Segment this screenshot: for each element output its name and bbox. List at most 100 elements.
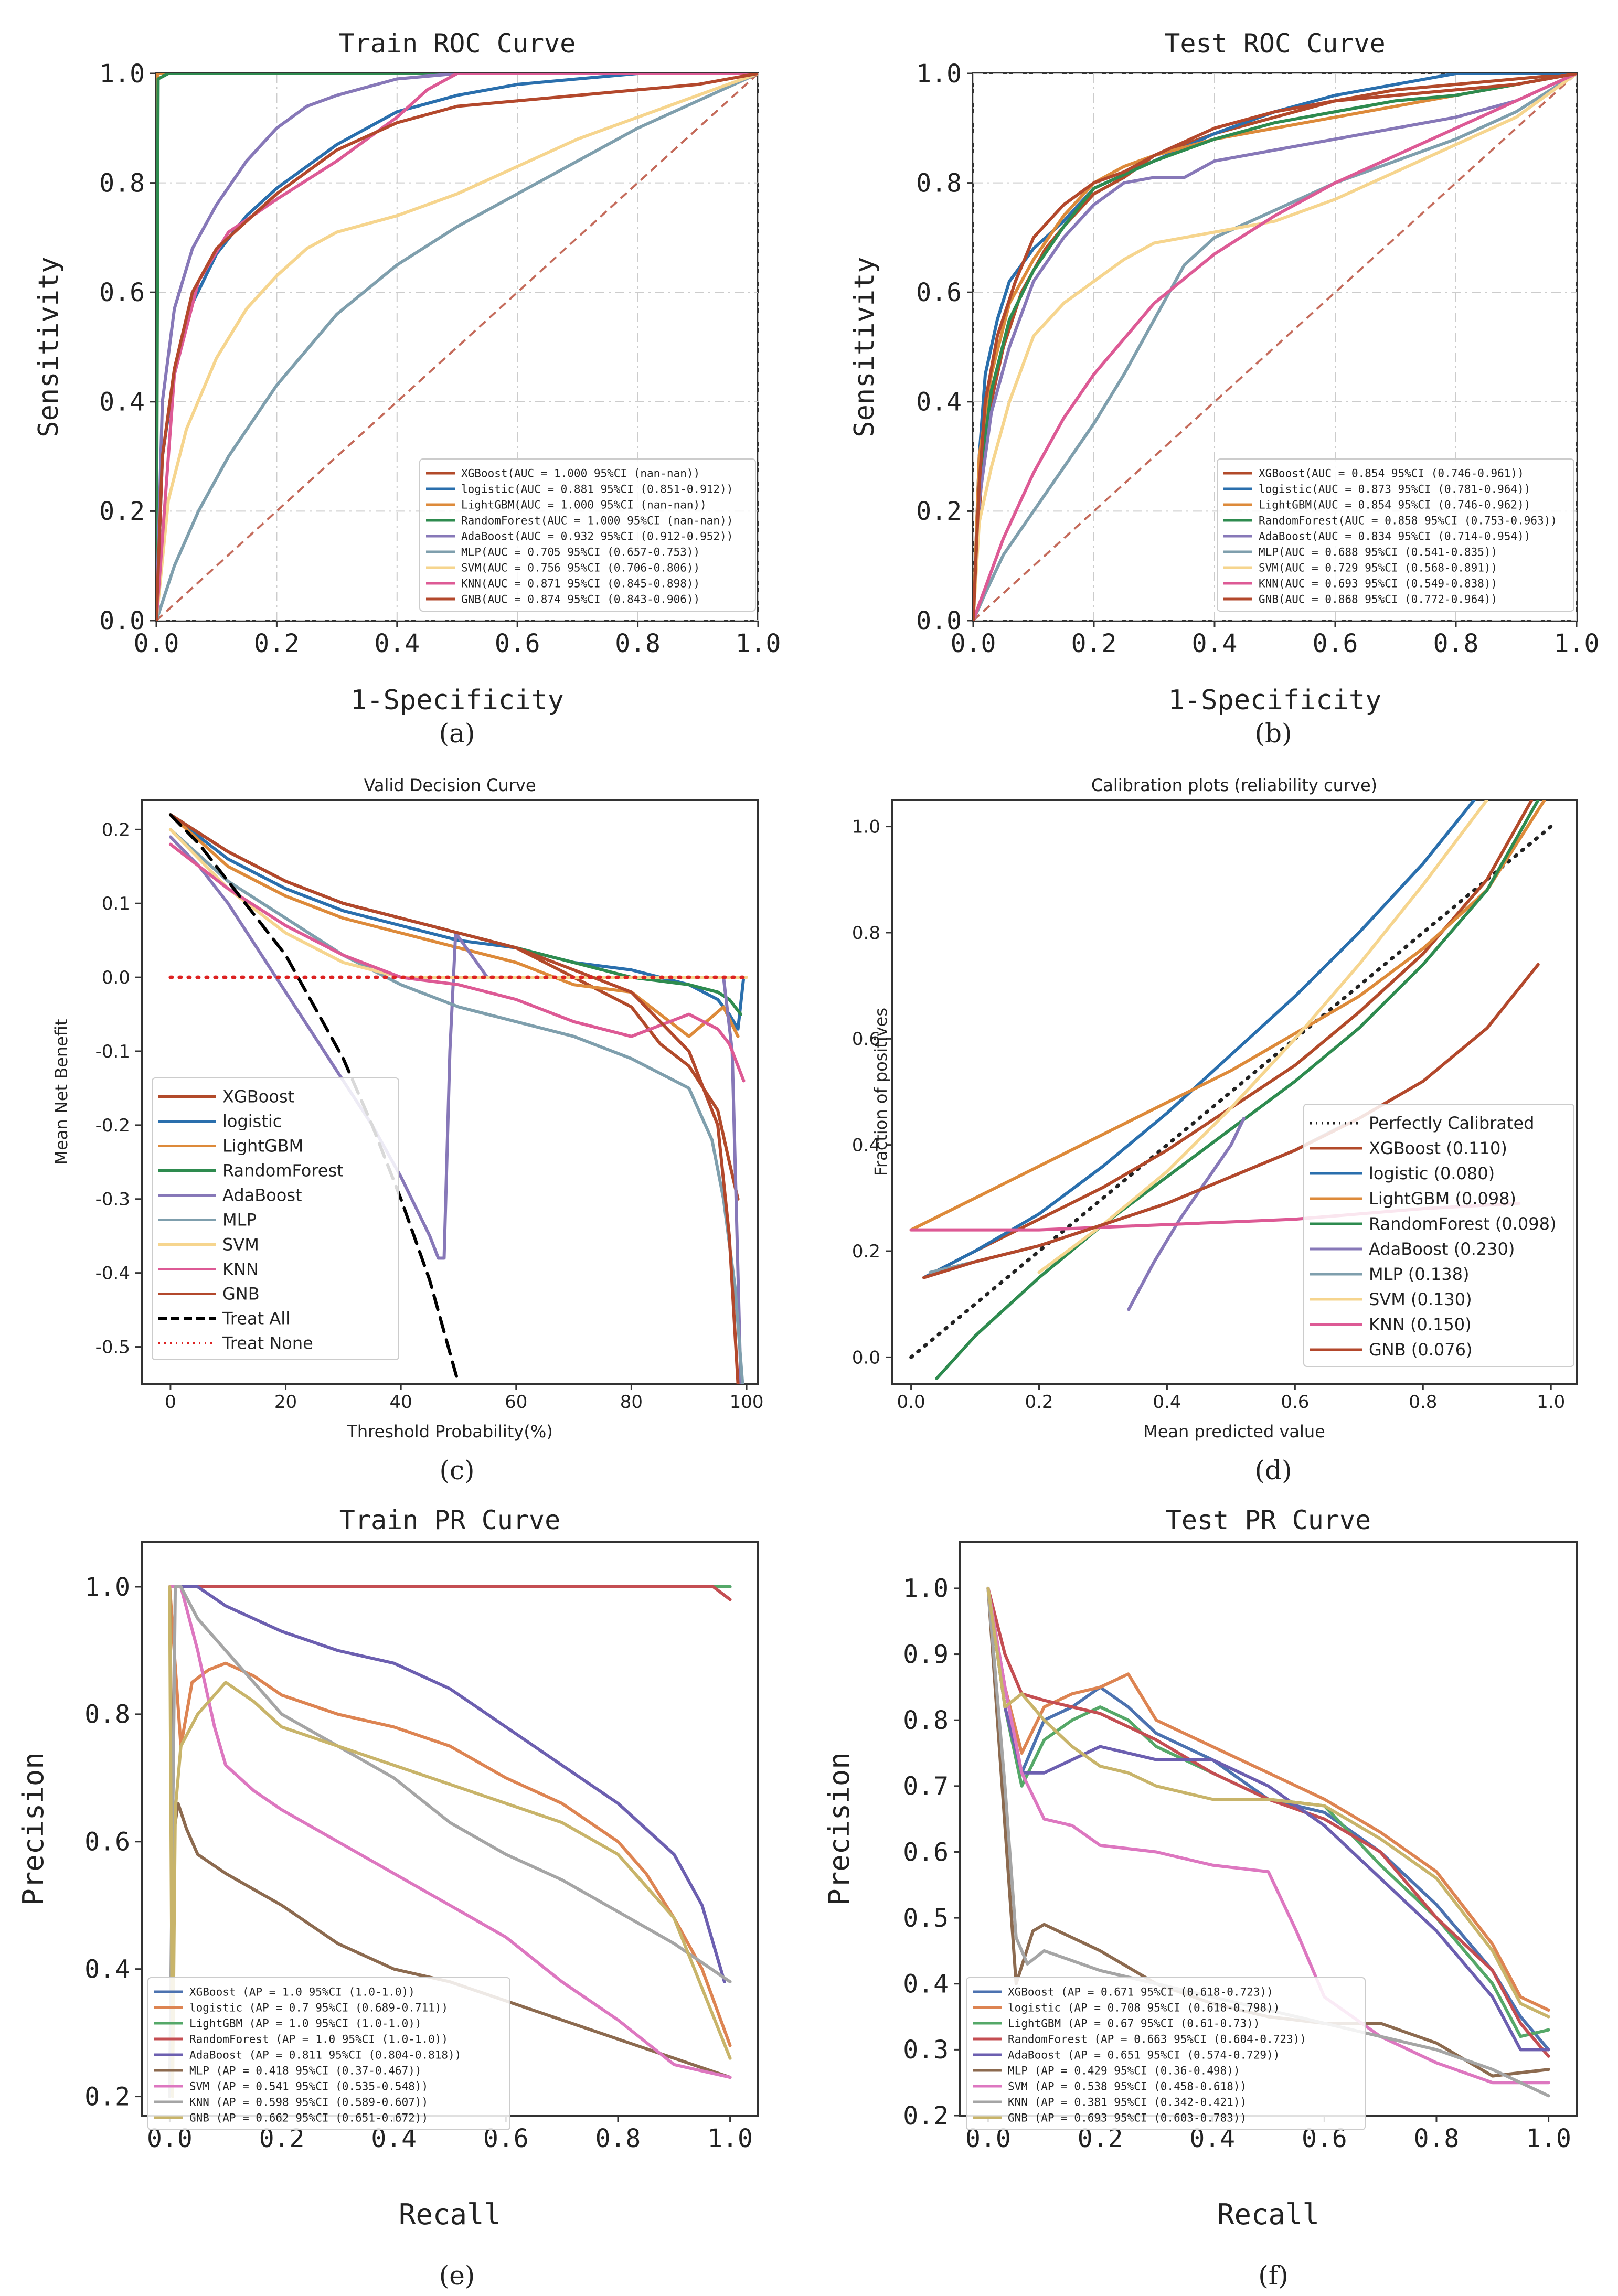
series-line-mlp	[156, 73, 758, 621]
series-line-svm	[168, 1585, 732, 2079]
y-tick-label: 0.6	[903, 1838, 949, 1867]
x-tick-label: 0.8	[595, 2124, 641, 2153]
series-line-mlp	[168, 828, 744, 1384]
x-tick-label: 0.2	[1071, 629, 1117, 658]
legend-entry: GNB(AUC = 0.874 95%CI (0.843-0.906))	[461, 593, 700, 605]
legend-entry: logistic	[222, 1112, 282, 1131]
x-tick-label: 0.2	[254, 629, 300, 658]
legend-entry: AdaBoost (AP = 0.811 95%CI (0.804-0.818)…	[189, 2048, 461, 2061]
y-tick-label: 0.8	[903, 1706, 949, 1735]
x-tick-label: 1.0	[707, 2124, 753, 2153]
series-line-knn	[973, 73, 1577, 621]
y-tick-label: 0.2	[99, 497, 145, 526]
y-tick-label: 1.0	[916, 59, 962, 89]
y-tick-label: 0.4	[903, 1970, 949, 1999]
series-line-adaboost	[156, 73, 758, 621]
panel-label: (c)	[439, 1455, 474, 1486]
y-tick-label: 0.8	[916, 168, 962, 198]
legend-box	[147, 1977, 510, 2130]
x-tick-label: 0.4	[374, 629, 420, 658]
y-tick-label: 0.0	[916, 606, 962, 636]
panel-label: (d)	[1254, 1455, 1292, 1486]
series-line-adaboost	[973, 73, 1577, 621]
legend-entry: RandomForest (0.098)	[1369, 1214, 1556, 1234]
series-line-svm	[156, 73, 758, 621]
legend-entry: MLP (AP = 0.429 95%CI (0.36-0.498))	[1008, 2064, 1240, 2077]
y-tick-label: -0.2	[95, 1115, 130, 1136]
y-axis-label: Sensitivity	[849, 257, 880, 437]
series-line-lightgbm	[909, 800, 1546, 1232]
series-line-gnb	[986, 1586, 1550, 2019]
legend-entry: LightGBM(AUC = 0.854 95%CI (0.746-0.962)…	[1259, 498, 1530, 511]
x-axis-label: Threshold Probability(%)	[346, 1422, 552, 1441]
panel-a: 0.0 0.2 0.4 0.6 0.8 1.0 0.0 0.2 0.4 0.6 0.8 1.0 Trai…	[33, 28, 781, 749]
series-line-adaboost	[1127, 1117, 1246, 1311]
x-tick-label: 100	[730, 1392, 764, 1413]
legend-entry: AdaBoost(AUC = 0.834 95%CI (0.714-0.954)…	[1259, 530, 1530, 542]
x-tick-label: 1.0	[1526, 2124, 1571, 2153]
x-tick-label: 1.0	[1537, 1392, 1565, 1413]
y-tick-label: 0.4	[916, 388, 962, 417]
series-line-svm	[1037, 800, 1489, 1274]
legend-entry: LightGBM (AP = 0.67 95%CI (0.61-0.73))	[1008, 2017, 1260, 2030]
legend-entry: Treat None	[222, 1333, 313, 1353]
legend-entry: GNB (AP = 0.662 95%CI (0.651-0.672))	[189, 2111, 428, 2124]
panel-d: 0.0 0.2 0.4 0.6 0.8 1.0 0.0 0.2 0.4 0.6 0.8 1.0 Cali…	[852, 775, 1578, 1486]
legend-entry: GNB	[222, 1284, 260, 1304]
legend-entry: GNB (0.076)	[1369, 1340, 1472, 1360]
legend-entry: XGBoost(AUC = 1.000 95%CI (nan-nan))	[461, 467, 700, 479]
series-line-adaboost	[986, 1586, 1550, 2052]
legend: XGBoost (AP = 0.671 95%CI (0.618-0.723))…	[966, 1977, 1366, 2130]
x-tick-label: 20	[274, 1392, 297, 1413]
series-group	[973, 73, 1577, 621]
legend-entry: SVM	[222, 1235, 259, 1255]
legend-entry: KNN(AUC = 0.693 95%CI (0.549-0.838))	[1259, 577, 1497, 590]
series-line-lightgbm	[168, 813, 740, 1038]
chart-title: Calibration plots (reliability curve)	[1091, 775, 1377, 795]
legend: XGBoost(AUC = 1.000 95%CI (nan-nan)) logi…	[419, 458, 756, 612]
legend-entry: MLP	[222, 1210, 257, 1230]
y-tick-label: 0.1	[102, 893, 130, 914]
legend-entry: logistic (AP = 0.7 95%CI (0.689-0.711))	[189, 2001, 448, 2014]
x-tick-label: 0	[165, 1392, 176, 1413]
series-line-xgboost	[986, 1586, 1550, 2052]
panel-label: (b)	[1254, 718, 1292, 749]
legend-entry: Perfectly Calibrated	[1369, 1113, 1534, 1133]
legend-entry: RandomForest	[222, 1161, 344, 1181]
series-line-logistic	[168, 813, 746, 1031]
legend-entry: logistic (0.080)	[1369, 1163, 1495, 1183]
series-line-randomforest	[168, 1585, 732, 1601]
y-tick-label: 0.0	[102, 967, 130, 988]
y-tick-label: 1.0	[84, 1573, 130, 1602]
x-tick-label: 0.8	[1409, 1392, 1437, 1413]
legend-entry: SVM (AP = 0.538 95%CI (0.458-0.618))	[1008, 2080, 1247, 2092]
series-line-logistic	[922, 800, 1476, 1279]
y-tick-label: -0.3	[95, 1189, 130, 1210]
y-tick-label: 0.6	[852, 1029, 880, 1050]
y-axis-label: Mean Net Benefit	[51, 1019, 71, 1165]
legend-entry: LightGBM	[222, 1136, 303, 1156]
y-tick-label: 0.7	[903, 1772, 949, 1801]
panel-label: (f)	[1258, 2260, 1289, 2291]
legend-entry: LightGBM(AUC = 1.000 95%CI (nan-nan))	[461, 498, 707, 511]
y-tick-label: 0.0	[852, 1347, 880, 1368]
y-tick-label: 0.6	[916, 278, 962, 307]
series-line-knn	[156, 73, 758, 621]
legend-entry: XGBoost (0.110)	[1369, 1138, 1507, 1158]
legend-entry: XGBoost	[222, 1087, 294, 1107]
legend: XGBoost logistic LightGBM RandomForest AdaBo…	[152, 1077, 399, 1360]
legend-entry: XGBoost(AUC = 0.854 95%CI (0.746-0.961))	[1259, 467, 1524, 479]
panel-b: 0.0 0.2 0.4 0.6 0.8 1.0 0.0 0.2 0.4 0.6 0.8 1.0 Test…	[849, 28, 1599, 749]
y-tick-label: 0.2	[852, 1241, 880, 1262]
series-group	[168, 813, 749, 1384]
series-line-mlp	[168, 1585, 732, 2079]
legend-entry: MLP(AUC = 0.688 95%CI (0.541-0.835))	[1259, 546, 1497, 558]
y-tick-label: -0.4	[95, 1263, 130, 1284]
x-tick-label: 0.0	[897, 1392, 925, 1413]
x-tick-label: 0.6	[1313, 629, 1358, 658]
y-tick-label: 0.2	[102, 819, 130, 840]
y-tick-label: -0.5	[95, 1337, 130, 1358]
x-axis-label: Recall	[399, 2198, 501, 2231]
series-line-xgboost	[973, 73, 1577, 621]
